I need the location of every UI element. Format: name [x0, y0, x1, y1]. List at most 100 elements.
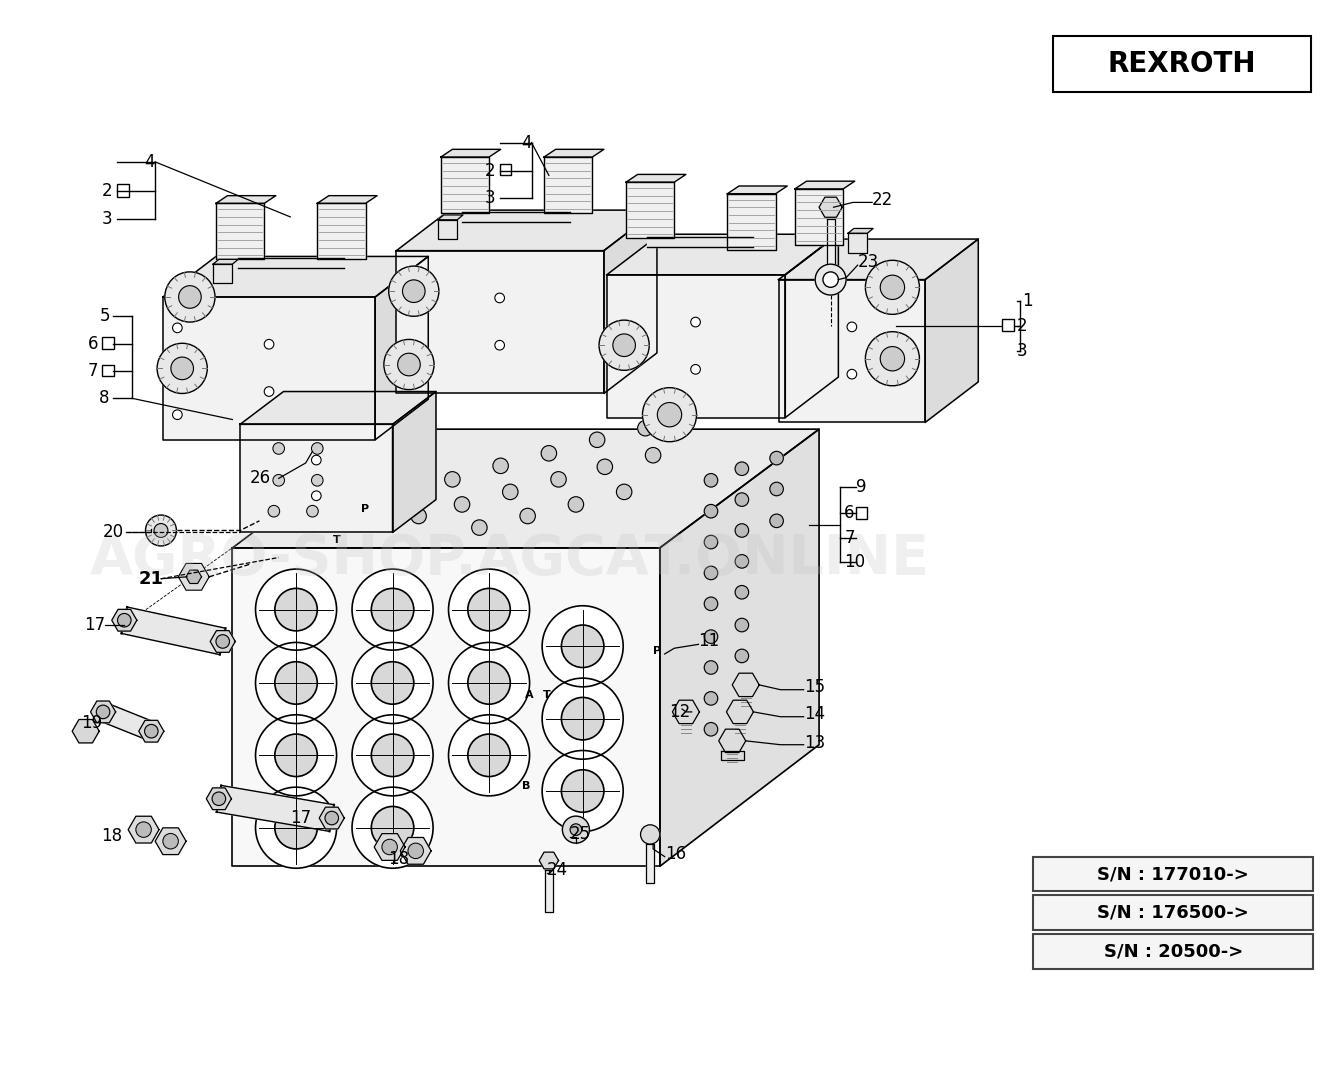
Polygon shape [99, 703, 155, 740]
Text: 11: 11 [699, 632, 719, 651]
Text: 17: 17 [83, 616, 105, 634]
Polygon shape [732, 673, 759, 696]
Circle shape [384, 339, 434, 390]
Polygon shape [785, 234, 839, 418]
Circle shape [157, 344, 207, 394]
Circle shape [449, 569, 530, 651]
Circle shape [358, 498, 374, 515]
Text: 18: 18 [101, 827, 122, 845]
Text: P: P [362, 504, 370, 515]
Circle shape [216, 634, 230, 648]
Polygon shape [233, 429, 818, 548]
Polygon shape [603, 210, 657, 394]
Circle shape [382, 839, 398, 855]
Polygon shape [794, 189, 843, 245]
Circle shape [306, 506, 319, 517]
Circle shape [542, 751, 624, 831]
Circle shape [641, 825, 660, 844]
Text: S/N : 176500->: S/N : 176500-> [1097, 904, 1249, 922]
Circle shape [704, 566, 718, 580]
Circle shape [866, 260, 919, 314]
Circle shape [542, 678, 624, 759]
Circle shape [770, 515, 784, 528]
Circle shape [468, 589, 511, 631]
Circle shape [255, 788, 336, 868]
Circle shape [704, 535, 718, 548]
Circle shape [590, 432, 605, 447]
Polygon shape [848, 228, 874, 233]
Text: P: P [653, 646, 661, 656]
Bar [1034, 895, 1313, 930]
Circle shape [657, 403, 681, 426]
Circle shape [562, 816, 590, 843]
Text: 3: 3 [102, 210, 113, 227]
Polygon shape [438, 220, 457, 239]
Polygon shape [238, 258, 344, 268]
Circle shape [866, 332, 919, 386]
Circle shape [449, 642, 530, 724]
Circle shape [617, 484, 632, 499]
Bar [117, 184, 129, 197]
Text: 6: 6 [844, 504, 855, 522]
Circle shape [562, 626, 603, 668]
Circle shape [267, 506, 280, 517]
Circle shape [735, 618, 749, 632]
Circle shape [599, 320, 649, 370]
Circle shape [411, 508, 426, 523]
Polygon shape [606, 275, 785, 418]
Circle shape [597, 459, 613, 474]
Polygon shape [214, 264, 233, 284]
Circle shape [172, 323, 183, 333]
Circle shape [273, 474, 285, 486]
Circle shape [352, 642, 433, 724]
Circle shape [816, 264, 847, 295]
Polygon shape [606, 234, 839, 275]
Polygon shape [112, 609, 137, 631]
Circle shape [468, 662, 511, 704]
Circle shape [371, 589, 414, 631]
Polygon shape [544, 149, 603, 157]
Circle shape [409, 843, 423, 858]
Circle shape [398, 354, 421, 375]
Polygon shape [320, 807, 344, 829]
Polygon shape [374, 833, 405, 861]
Bar [500, 164, 511, 175]
Polygon shape [216, 203, 265, 259]
Polygon shape [121, 607, 226, 655]
Text: 13: 13 [804, 733, 825, 752]
Polygon shape [163, 297, 375, 440]
Polygon shape [660, 429, 818, 866]
Text: 20: 20 [103, 523, 124, 542]
Polygon shape [375, 257, 429, 440]
Circle shape [352, 569, 433, 651]
Circle shape [171, 357, 194, 380]
Text: 26: 26 [250, 469, 271, 487]
Text: 1: 1 [1021, 292, 1032, 310]
Polygon shape [90, 701, 116, 722]
Circle shape [449, 715, 530, 795]
Polygon shape [626, 174, 685, 182]
Text: A: A [526, 690, 534, 700]
Polygon shape [210, 631, 235, 653]
Circle shape [569, 497, 583, 512]
Text: 9: 9 [856, 478, 867, 496]
Circle shape [265, 386, 274, 396]
Circle shape [352, 715, 433, 795]
Polygon shape [544, 157, 593, 213]
Circle shape [312, 491, 321, 500]
Circle shape [255, 569, 336, 651]
Circle shape [847, 369, 856, 379]
Circle shape [570, 824, 582, 836]
Circle shape [402, 484, 417, 499]
Polygon shape [241, 392, 435, 424]
Polygon shape [441, 149, 500, 157]
Circle shape [735, 462, 749, 475]
Circle shape [325, 812, 339, 825]
Text: T: T [543, 690, 551, 700]
Text: 16: 16 [665, 844, 685, 863]
Text: 25: 25 [570, 826, 591, 843]
Polygon shape [241, 424, 392, 532]
Circle shape [371, 806, 414, 849]
Circle shape [97, 705, 110, 719]
Polygon shape [441, 157, 489, 213]
